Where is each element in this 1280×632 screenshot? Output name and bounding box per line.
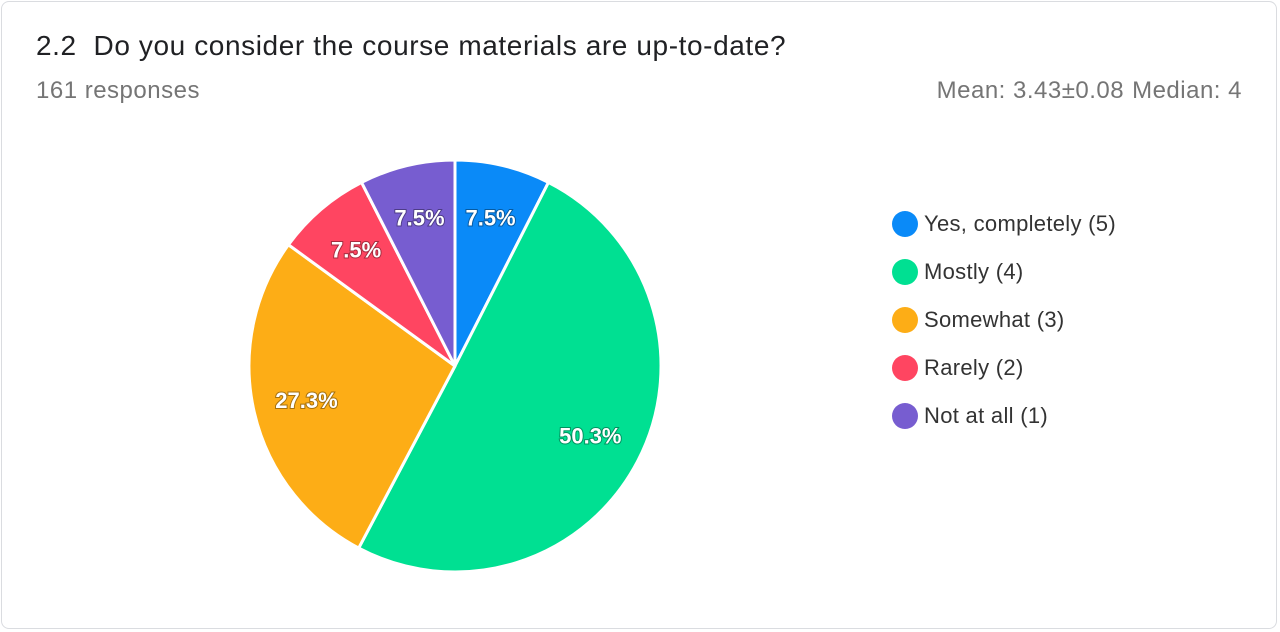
response-count: 161 responses: [36, 77, 200, 104]
legend-swatch: [892, 307, 918, 333]
slice-label-3: 27.3%: [275, 388, 337, 413]
legend-swatch: [892, 403, 918, 429]
slice-label-4: 7.5%: [331, 238, 381, 263]
pie-slice-4[interactable]: [286, 180, 457, 368]
median-value: Median: 4: [1132, 77, 1242, 104]
legend-item[interactable]: Yes, completely (5): [892, 200, 1116, 248]
pie-slice-3[interactable]: [247, 243, 457, 550]
legend-item[interactable]: Not at all (1): [892, 392, 1116, 440]
question-number: 2.2: [36, 30, 77, 61]
legend-swatch: [892, 259, 918, 285]
chart-legend: Yes, completely (5) Mostly (4) Somewhat (3…: [892, 200, 1116, 440]
legend-label: Yes, completely (5): [924, 211, 1116, 236]
question-text: Do you consider the course materials are…: [93, 30, 787, 61]
legend-item[interactable]: Somewhat (3): [892, 296, 1116, 344]
legend-label: Mostly (4): [924, 259, 1024, 284]
mean-value: Mean: 3.43±0.08: [936, 77, 1125, 104]
legend-label: Somewhat (3): [924, 307, 1065, 332]
legend-label: Rarely (2): [924, 355, 1024, 380]
summary-stats: Mean: 3.43±0.08 Median: 4: [937, 77, 1242, 105]
question-title: 2.2 Do you consider the course materials…: [36, 30, 786, 62]
legend-item[interactable]: Rarely (2): [892, 344, 1116, 392]
pie-slice-5[interactable]: [360, 158, 457, 368]
legend-item[interactable]: Mostly (4): [892, 248, 1116, 296]
legend-swatch: [892, 355, 918, 381]
legend-swatch: [892, 211, 918, 237]
slice-label-5: 7.5%: [394, 205, 444, 230]
pie-slice-2[interactable]: [357, 180, 663, 574]
pie-slice-1[interactable]: [453, 158, 550, 368]
legend-label: Not at all (1): [924, 403, 1049, 428]
slice-label-1: 7.5%: [465, 205, 515, 230]
slice-label-2: 50.3%: [559, 424, 621, 449]
